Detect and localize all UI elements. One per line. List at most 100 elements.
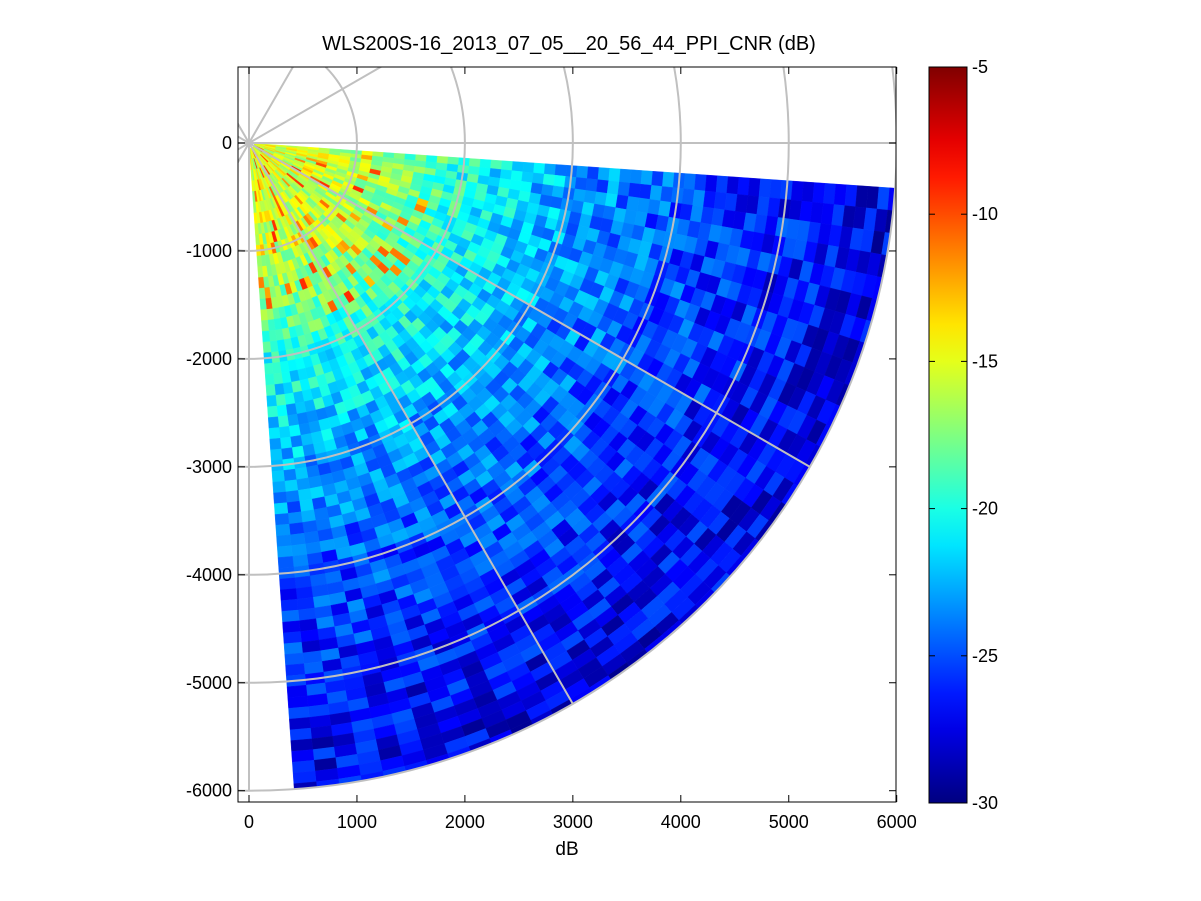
- cnr-cell: [258, 287, 266, 300]
- cnr-cell: [499, 169, 513, 181]
- cnr-cell: [510, 170, 523, 182]
- cnr-cell: [294, 467, 309, 480]
- cnr-cell: [758, 178, 772, 198]
- cnr-cell: [296, 477, 311, 491]
- cnr-cell: [285, 403, 298, 416]
- cnr-cell: [262, 341, 272, 354]
- cnr-cell: [277, 545, 293, 558]
- cnr-cell: [264, 373, 275, 386]
- colorbar-tick-label: -10: [972, 204, 998, 224]
- cnr-cell: [268, 329, 278, 342]
- y-axis: 0 -1000 -2000 -3000 -4000 -5000 -6000: [186, 133, 896, 801]
- axes-box: [237, 66, 897, 803]
- cnr-cell: [812, 182, 826, 204]
- x-tick-label: 4000: [661, 812, 701, 832]
- cnr-cell: [554, 164, 567, 177]
- cnr-cell: [288, 706, 310, 720]
- cnr-cell: [284, 392, 296, 406]
- cnr-cell: [287, 413, 299, 427]
- cnr-cell: [291, 543, 308, 557]
- cnr-cell: [489, 168, 502, 179]
- cnr-cell: [292, 554, 309, 568]
- cnr-cell: [290, 738, 313, 752]
- cnr-cell: [468, 158, 481, 168]
- y-tick-label: -6000: [186, 781, 232, 801]
- cnr-cell: [551, 185, 565, 199]
- cnr-cell: [274, 383, 285, 396]
- cnr-cell: [596, 179, 609, 194]
- cnr-cell: [296, 597, 315, 611]
- chart-title: WLS200S-16_2013_07_05__20_56_44_PPI_CNR …: [322, 33, 816, 55]
- cnr-cell: [748, 177, 761, 197]
- cnr-cell: [286, 684, 308, 698]
- cnr-cell: [279, 436, 293, 450]
- cnr-cell: [289, 532, 306, 546]
- colorbar-tick-label: -5: [972, 57, 988, 77]
- cnr-cell: [649, 185, 663, 202]
- colorbar-tick-label: -20: [972, 499, 998, 519]
- cnr-cell: [651, 171, 664, 187]
- cnr-cell: [737, 177, 750, 196]
- cnr-cells: [249, 143, 896, 790]
- cnr-cell: [280, 599, 299, 612]
- cnr-cell: [289, 727, 312, 741]
- cnr-cell: [511, 161, 524, 172]
- cnr-cell: [585, 178, 599, 193]
- cnr-cell: [544, 163, 557, 176]
- polar-grid: [238, 67, 896, 792]
- y-tick-label: -2000: [186, 349, 232, 369]
- cnr-cell: [594, 191, 608, 207]
- cnr-cell: [270, 448, 283, 461]
- cnr-cell: [285, 663, 306, 677]
- cnr-cell: [292, 770, 317, 784]
- cnr-cell: [271, 361, 282, 375]
- cnr-cell: [769, 179, 783, 200]
- cnr-cell: [287, 695, 309, 709]
- cnr-cell: [576, 165, 589, 179]
- cnr-cell: [833, 183, 847, 206]
- x-tick-label: 0: [244, 812, 254, 832]
- y-tick-label: -3000: [186, 457, 232, 477]
- cnr-cell: [541, 184, 554, 197]
- cnr-cell: [617, 181, 631, 197]
- x-tick-label: 3000: [553, 812, 593, 832]
- cnr-cell: [801, 181, 815, 203]
- colorbar-box: [928, 66, 968, 804]
- cnr-cell: [876, 186, 890, 211]
- cnr-cell: [277, 556, 294, 569]
- cnr-cell: [280, 588, 298, 601]
- x-tick-label: 5000: [769, 812, 809, 832]
- cnr-cell: [606, 180, 620, 196]
- cnr-cell: [269, 340, 279, 353]
- cnr-cell: [284, 479, 299, 493]
- cnr-cell: [683, 173, 697, 191]
- cnr-cell: [261, 330, 271, 343]
- cnr-cell: [281, 371, 292, 384]
- cnr-cell: [272, 480, 286, 494]
- colorbar: -5 -10 -15 -20 -25 -30: [928, 57, 998, 813]
- cnr-cell: [583, 190, 597, 205]
- cnr-cell: [542, 173, 556, 187]
- cnr-cell: [280, 447, 294, 460]
- cnr-cell: [269, 438, 282, 451]
- cnr-cell: [573, 188, 586, 203]
- cnr-cell: [490, 159, 503, 170]
- azimuth-spoke: [248, 142, 574, 705]
- cnr-cell: [289, 717, 311, 731]
- cnr-cell: [619, 168, 632, 184]
- azimuth-spoke: [248, 142, 811, 468]
- cnr-cell: [278, 426, 291, 439]
- cnr-cell: [291, 445, 305, 459]
- cnr-cell: [284, 652, 304, 666]
- cnr-cell: [283, 631, 302, 644]
- cnr-cell: [258, 276, 265, 289]
- y-tick-label: -1000: [186, 241, 232, 261]
- cnr-cell: [530, 182, 544, 195]
- cnr-cell: [294, 575, 312, 589]
- cnr-cell: [297, 488, 313, 502]
- x-axis-label: dB: [555, 839, 578, 860]
- cnr-cell: [604, 193, 619, 208]
- cnr-cell: [267, 416, 280, 429]
- cnr-cell: [501, 160, 514, 171]
